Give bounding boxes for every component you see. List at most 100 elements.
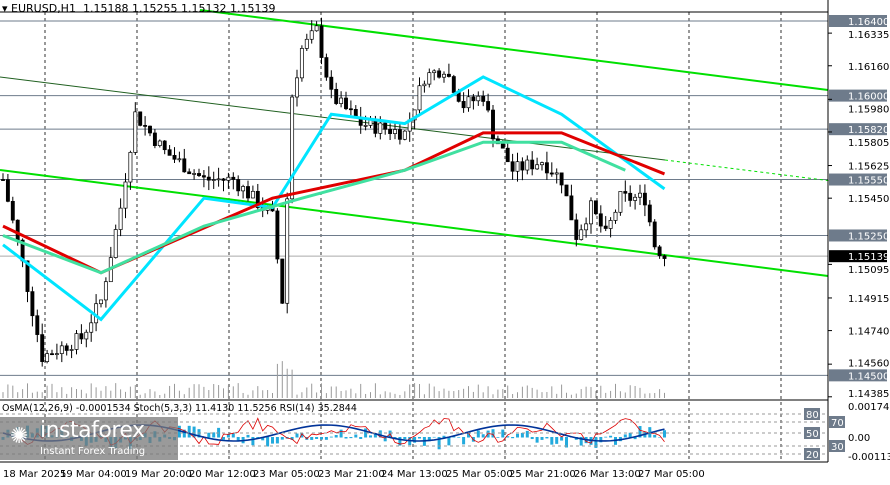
- osma-bar: [315, 437, 319, 440]
- osma-bar: [378, 430, 382, 438]
- candle: [295, 69, 299, 398]
- candle-body: [5, 179, 10, 202]
- logo: ✺ instaforex Instant Forex Trading: [0, 417, 178, 460]
- candle-body: [74, 333, 79, 350]
- candle-body: [103, 281, 108, 301]
- osma-bar: [506, 436, 510, 438]
- dropdown-triangle-icon[interactable]: ▾: [2, 2, 8, 15]
- osma-bar: [525, 430, 529, 438]
- candle-body: [35, 315, 40, 335]
- candle: [633, 193, 638, 398]
- candle-body: [192, 173, 197, 175]
- trendline-mid[interactable]: [0, 76, 666, 161]
- candle: [1, 173, 5, 398]
- trendline-upper[interactable]: [199, 9, 829, 91]
- candle-body: [30, 291, 35, 317]
- indicator-level-label-bg: [804, 408, 820, 420]
- candle: [231, 172, 236, 398]
- candle: [642, 184, 647, 398]
- candle-body: [628, 192, 633, 201]
- candle-body: [461, 101, 466, 109]
- osma-bar: [320, 437, 323, 440]
- candle-body: [246, 186, 250, 199]
- osma-bar: [231, 433, 235, 438]
- candle-body: [618, 191, 623, 213]
- candle-body: [45, 353, 50, 362]
- price-tick-label: 1.15095: [848, 265, 889, 276]
- candle-body: [589, 200, 593, 225]
- osma-bar: [334, 435, 338, 438]
- osma-bar: [295, 433, 299, 438]
- candle: [172, 147, 177, 398]
- candle-body: [422, 83, 427, 87]
- candle-body: [608, 220, 613, 229]
- osma-bar: [354, 434, 358, 438]
- osma-bar: [418, 437, 421, 439]
- candle-body: [500, 143, 505, 149]
- candle: [466, 89, 471, 398]
- candle: [584, 217, 589, 398]
- candle: [40, 323, 45, 398]
- candle: [157, 139, 162, 398]
- candle: [471, 93, 476, 398]
- candle: [324, 53, 329, 398]
- osma-bar: [300, 433, 304, 438]
- candle-body: [64, 345, 69, 351]
- candle-body: [623, 191, 628, 194]
- osma-bar: [638, 426, 642, 438]
- indicator-level-label: 80: [806, 410, 819, 421]
- candle-body: [324, 57, 329, 78]
- osma-bar: [226, 434, 230, 438]
- candle: [393, 122, 397, 398]
- osma-bar: [427, 437, 431, 442]
- symbol-label: EURUSD,H1: [11, 2, 76, 15]
- indicator-level-label: 50: [806, 429, 819, 440]
- time-label: 26 Mar 13:00: [574, 469, 641, 480]
- candle: [481, 90, 486, 398]
- candle-body: [236, 179, 241, 192]
- osma-bar: [275, 437, 279, 444]
- osma-bar: [192, 426, 196, 438]
- osma-bar: [476, 430, 480, 438]
- candle: [476, 91, 481, 398]
- candle: [559, 172, 564, 398]
- candle-body: [250, 190, 255, 199]
- osma-bar: [467, 432, 470, 438]
- candle: [236, 175, 241, 398]
- candle-body: [559, 172, 564, 186]
- candle-body: [657, 246, 662, 257]
- osma-bar: [364, 428, 368, 438]
- candle: [569, 184, 574, 398]
- candle: [554, 168, 559, 398]
- candle: [334, 82, 339, 398]
- candle-body: [579, 229, 584, 240]
- time-label: 23 Mar 21:00: [318, 469, 385, 480]
- candle: [226, 172, 231, 398]
- level-price-label: 1.16400: [848, 17, 889, 28]
- candle-body: [69, 349, 74, 351]
- candle: [446, 63, 451, 398]
- level-price-label-bg: [829, 89, 887, 102]
- candle-body: [241, 186, 246, 192]
- candle: [407, 112, 412, 398]
- candle-body: [177, 158, 182, 161]
- candle-body: [466, 96, 471, 109]
- trendline-lower[interactable]: [0, 169, 829, 277]
- osma-bar: [565, 437, 568, 448]
- osma-bar: [530, 437, 534, 440]
- candle: [45, 349, 50, 398]
- candle-body: [152, 132, 157, 146]
- osma-bar: [633, 437, 637, 440]
- osma-bar: [369, 435, 372, 438]
- osma-bar: [222, 437, 225, 440]
- candle: [442, 71, 446, 398]
- osma-bar: [212, 432, 216, 438]
- candle: [197, 168, 201, 398]
- logo-name: instaforex: [40, 418, 145, 443]
- time-label: 25 Mar 21:00: [509, 469, 576, 480]
- osma-bar: [516, 433, 519, 438]
- candle: [30, 286, 35, 398]
- candle: [241, 184, 246, 398]
- candle: [383, 121, 388, 398]
